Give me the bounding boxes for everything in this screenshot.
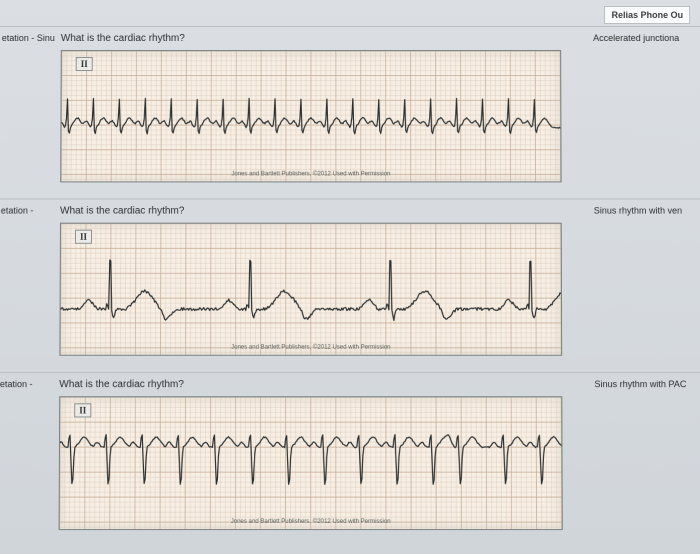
question-row: etation - What is the cardiac rhythm? II…	[0, 372, 700, 542]
question-row: etation - What is the cardiac rhythm? II…	[0, 199, 700, 368]
ecg-strip: II Jones and Bartlett Publishers, ©2012 …	[59, 396, 563, 530]
answer-label: Sinus rhythm with ven	[586, 206, 700, 216]
answer-label: Accelerated junctiona	[585, 33, 700, 43]
answer-label: Sinus rhythm with PAC	[586, 379, 700, 389]
ecg-strip: II Jones and Bartlett Publishers, ©2012 …	[59, 223, 562, 356]
lead-label: II	[75, 230, 92, 244]
ecg-strip: II Jones and Bartlett Publishers, ©2012 …	[60, 50, 561, 182]
lead-label: II	[74, 403, 91, 417]
copyright-text: Jones and Bartlett Publishers, ©2012 Use…	[231, 171, 390, 177]
lead-label: II	[76, 57, 93, 71]
question-text: What is the cardiac rhythm?	[60, 206, 580, 217]
question-text: What is the cardiac rhythm?	[61, 33, 579, 44]
question-row: etation - Sinus What is the cardiac rhyt…	[0, 26, 700, 194]
topbar-label: Relias Phone Ou	[604, 6, 690, 24]
left-label: etation - Sinus	[0, 33, 55, 43]
question-text: What is the cardiac rhythm?	[59, 379, 580, 390]
copyright-text: Jones and Bartlett Publishers, ©2012 Use…	[231, 345, 390, 351]
copyright-text: Jones and Bartlett Publishers, ©2012 Use…	[231, 519, 391, 525]
left-label: etation -	[0, 379, 53, 389]
left-label: etation -	[0, 206, 54, 216]
